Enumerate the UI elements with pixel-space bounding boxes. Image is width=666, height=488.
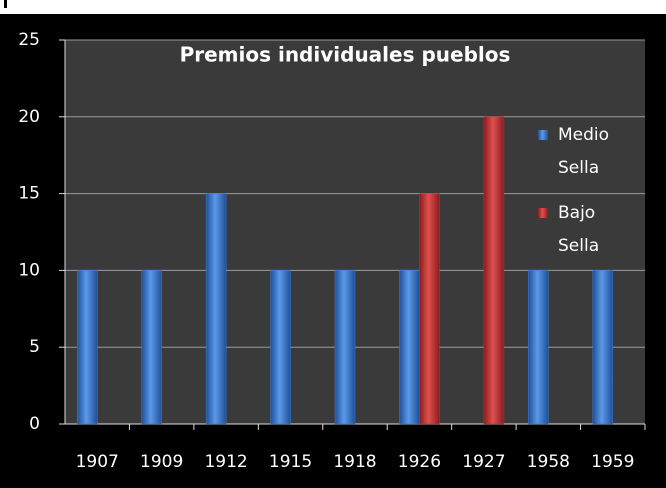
- bar: [399, 270, 420, 425]
- x-tick-label: 1912: [204, 452, 247, 472]
- bar: [205, 193, 227, 425]
- top-strip: [0, 0, 666, 14]
- bar: [528, 270, 549, 425]
- x-tick-label: 1927: [462, 452, 505, 472]
- y-tick-label: 0: [29, 414, 40, 434]
- y-tick-label: 20: [18, 107, 40, 127]
- y-tick-label: 15: [18, 184, 40, 204]
- legend-label: Medio Sella: [558, 125, 609, 178]
- bar: [334, 270, 356, 425]
- y-tick-label: 5: [29, 337, 40, 357]
- x-tick-label: 1909: [140, 452, 183, 472]
- bar: [76, 270, 98, 425]
- y-tick-label: 10: [18, 260, 40, 280]
- x-tick-label: 1959: [591, 452, 634, 472]
- x-tick-label: 1907: [76, 452, 119, 472]
- bar: [592, 270, 614, 425]
- x-tick-label: 1918: [333, 452, 376, 472]
- bar: [419, 193, 440, 425]
- bar: [141, 270, 162, 425]
- legend-swatch: [538, 208, 548, 218]
- y-tick-label: 25: [18, 30, 40, 50]
- chart-title: Premios individuales pueblos: [180, 43, 511, 67]
- bar: [483, 116, 505, 425]
- x-tick-label: 1915: [269, 452, 312, 472]
- legend-label: Bajo Sella: [558, 203, 599, 256]
- bar: [270, 270, 291, 425]
- legend-swatch: [538, 130, 548, 140]
- corner-mark: [4, 0, 7, 8]
- x-tick-label: 1958: [527, 452, 570, 472]
- x-tick-label: 1926: [398, 452, 441, 472]
